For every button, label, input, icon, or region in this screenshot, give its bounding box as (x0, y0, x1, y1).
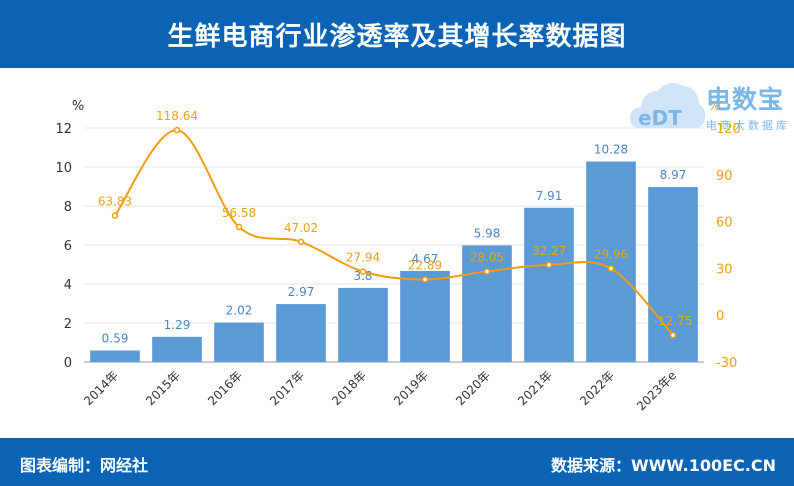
line-value-label: 63.83 (98, 195, 132, 209)
footer-bar: 图表编制：网经社 数据来源：WWW.100EC.CN (0, 438, 794, 486)
x-tick-label: 2022年 (577, 368, 617, 408)
line-point (173, 126, 181, 134)
line-value-label: 47.02 (284, 221, 318, 235)
x-tick-label: 2014年 (81, 368, 121, 408)
y-right-tick-label: 120 (716, 122, 741, 137)
line-point (483, 268, 491, 275)
y-left-tick-label: 4 (64, 278, 72, 293)
y-left-tick-label: 0 (64, 356, 72, 371)
line-point (669, 331, 677, 339)
bar-value-label: 2.97 (288, 285, 315, 299)
bar-value-label: 10.28 (594, 143, 628, 157)
line-value-label: 29.96 (594, 247, 628, 261)
bar-value-label: 0.59 (102, 331, 129, 345)
cloud-logo-icon: eDT (630, 82, 706, 130)
x-tick-label: 2019年 (391, 368, 431, 408)
y-left-tick-label: 2 (64, 317, 72, 332)
line-value-label: 56.58 (222, 206, 256, 220)
bar-value-label: 5.98 (474, 226, 501, 240)
logo-subtitle: 电商大数据库 (706, 119, 790, 132)
logo-brand: 电数宝 (706, 85, 785, 114)
logo: eDT 电数宝 电商大数据库 (628, 74, 794, 136)
x-tick-label: 2020年 (453, 368, 493, 408)
bar-value-label: 7.91 (536, 189, 563, 203)
logo-mark: eDT (638, 106, 682, 130)
x-tick-label: 2016年 (205, 368, 245, 408)
bar-value-label: 8.97 (660, 168, 687, 182)
y-right-tick-label: 60 (716, 216, 733, 231)
line-point (297, 238, 305, 246)
growth-rate-line (114, 129, 674, 336)
bar (400, 270, 450, 362)
footer-source: 数据来源：WWW.100EC.CN (550, 456, 776, 475)
page-title: 生鲜电商行业渗透率及其增长率数据图 (167, 21, 627, 52)
x-tick-label: 2017年 (267, 368, 307, 408)
y-left-tick-label: 8 (64, 200, 72, 215)
line-point (545, 261, 553, 269)
bar-value-label: 2.02 (226, 304, 253, 318)
bar-value-label: 1.29 (164, 318, 191, 332)
bar (90, 350, 140, 362)
bar (338, 287, 388, 362)
bar (524, 207, 574, 362)
x-tick-label: 2015年 (143, 368, 183, 408)
line-value-label: 32.27 (532, 244, 566, 258)
line-value-label: 27.94 (346, 251, 380, 265)
line-point (235, 223, 243, 231)
x-tick-label: 2021年 (515, 368, 555, 408)
line-point (421, 276, 429, 283)
line-point (111, 212, 119, 219)
line-value-label: 118.64 (156, 109, 198, 123)
x-tick-label: 2023年e (634, 368, 679, 413)
line-point (359, 268, 367, 275)
y-right-tick-label: 0 (716, 309, 724, 324)
line-value-label: 22.89 (408, 258, 442, 272)
y-left-tick-label: 6 (64, 239, 72, 254)
chart: 0 2 4 6 8 10 12% -30 0 30 60 90 120% 0.59 2014年 1.29 201… (0, 68, 794, 438)
bar (152, 336, 202, 362)
line-point (607, 265, 615, 272)
y-right-tick-label: 90 (716, 169, 733, 184)
x-tick-label: 2018年 (329, 368, 369, 408)
y-right-tick-label: 30 (716, 262, 733, 277)
y-left-tick-label: 12 (55, 122, 72, 137)
y-right-tick-label: -30 (716, 356, 737, 371)
header-bar: 生鲜电商行业渗透率及其增长率数据图 (0, 0, 794, 68)
footer-credit: 图表编制：网经社 (20, 456, 149, 475)
y-left-tick-label: 10 (55, 161, 72, 176)
bar (276, 304, 326, 362)
y-left-unit: % (72, 99, 84, 114)
bar-value-label: 4.67 (412, 252, 439, 266)
bar (214, 322, 264, 362)
chart-svg: 0 2 4 6 8 10 12% -30 0 30 60 90 120% 0.59 2014年 1.29 201… (55, 99, 741, 413)
bar (462, 245, 512, 362)
line-value-label: 28.05 (470, 250, 504, 264)
line-value-label: -12.75 (654, 314, 693, 328)
y-right-unit: % (708, 99, 720, 114)
